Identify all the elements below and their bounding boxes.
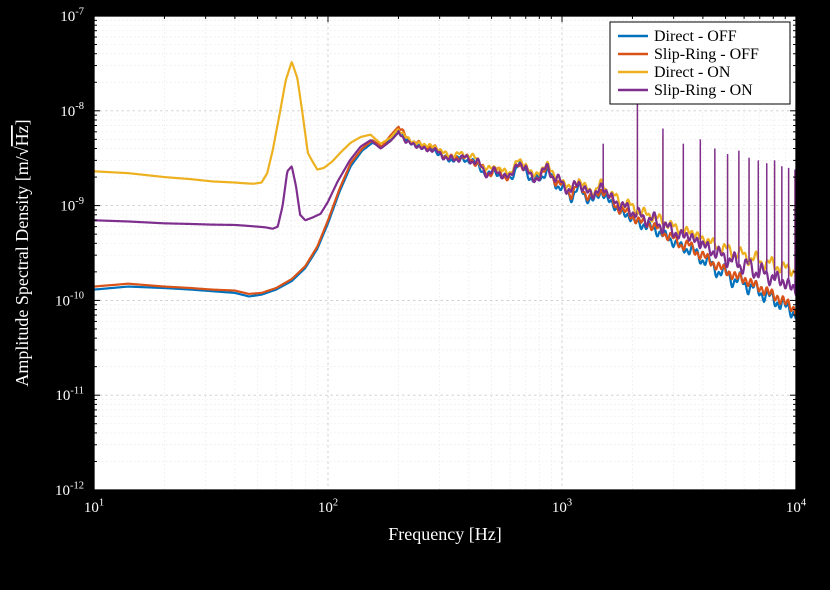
legend-item: Slip-Ring - ON	[654, 82, 753, 99]
legend-item: Slip-Ring - OFF	[654, 46, 759, 63]
legend: Direct - OFFSlip-Ring - OFFDirect - ONSl…	[610, 22, 790, 104]
x-axis-label: Frequency [Hz]	[388, 524, 501, 544]
legend-item: Direct - ON	[654, 64, 731, 81]
asd-chart: 10110210310410-1210-1110-1010-910-810-7F…	[0, 0, 830, 590]
y-axis-label: Amplitude Spectral Density [m/√Hz]	[12, 119, 32, 386]
legend-item: Direct - OFF	[654, 28, 737, 45]
